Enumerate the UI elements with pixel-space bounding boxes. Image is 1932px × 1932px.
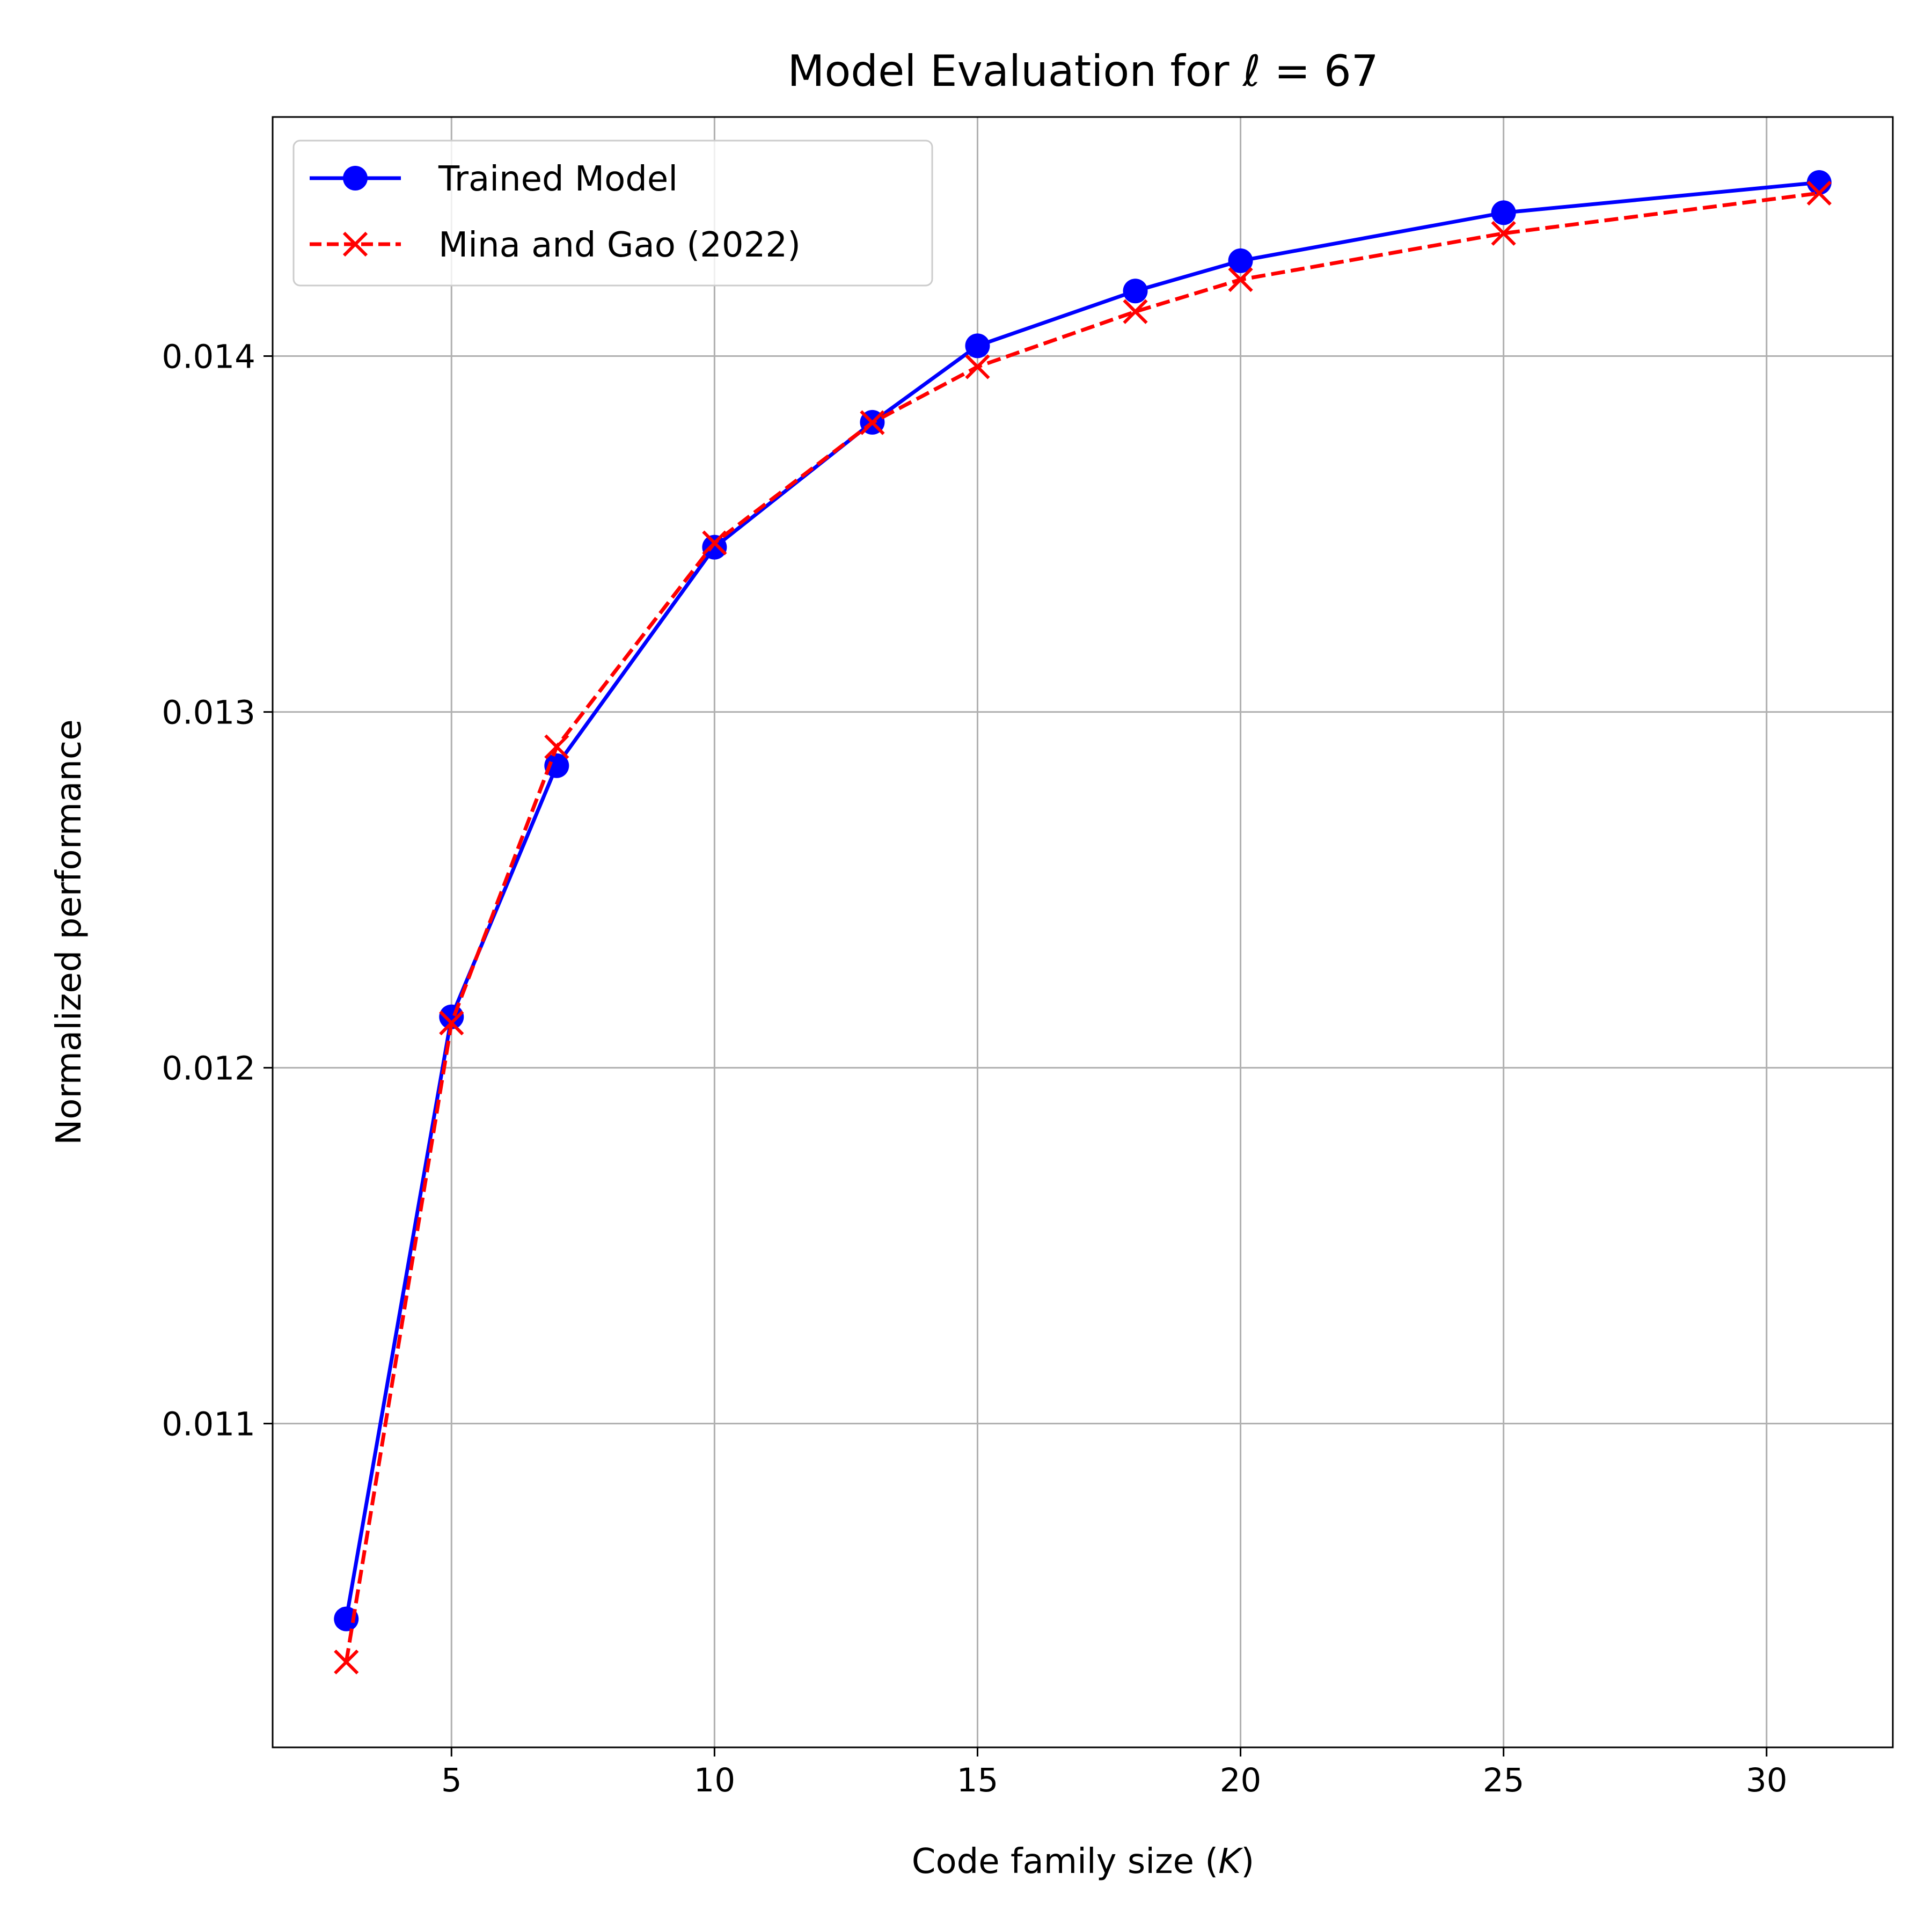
y-tick-label: 0.014 — [162, 338, 255, 376]
x-tick-label: 10 — [694, 1761, 736, 1799]
legend-marker-trained-model — [343, 166, 368, 191]
legend-label-trained-model: Trained Model — [438, 159, 678, 199]
grid — [273, 117, 1893, 1747]
x-tick-label: 30 — [1746, 1761, 1788, 1799]
plot-frame — [272, 116, 1894, 1748]
data-point-mina-and-gao — [1123, 299, 1148, 324]
tick-layer: 5 10 15 20 25 30 0.011 0.012 0.013 0.014 — [162, 338, 1787, 1799]
data-point-mina-and-gao — [1491, 221, 1516, 246]
chart-title: Model Evaluation for ℓ = 67 — [787, 46, 1378, 96]
legend-box — [292, 140, 933, 287]
data-point-trained-model — [1123, 279, 1148, 304]
x-tick-label: 15 — [957, 1761, 999, 1799]
x-tick-label: 25 — [1483, 1761, 1525, 1799]
x-tick-label: 5 — [441, 1761, 462, 1799]
series-line-mina-and-gao — [344, 191, 1820, 1663]
title-symbol: ℓ — [1242, 46, 1261, 96]
series-layer — [334, 170, 1832, 1674]
data-point-mina-and-gao — [439, 1010, 464, 1036]
data-point-mina-and-gao — [1228, 267, 1253, 292]
data-point-mina-and-gao — [965, 354, 990, 379]
legend: Trained Model Mina and Gao (2022) — [292, 140, 933, 287]
y-tick-label: 0.012 — [162, 1050, 255, 1088]
series-line-trained-model — [344, 180, 1820, 1620]
x-tick-label: 20 — [1220, 1761, 1262, 1799]
y-axis-label: Normalized performance — [49, 719, 89, 1145]
y-tick-label: 0.013 — [162, 694, 255, 732]
data-point-mina-and-gao — [334, 1649, 359, 1674]
data-point-mina-and-gao — [544, 734, 569, 759]
x-axis-label: Code family size (K) — [912, 1842, 1254, 1882]
y-tick-label: 0.011 — [162, 1406, 255, 1444]
legend-marker-mina-and-gao — [342, 231, 368, 257]
x-axis-symbol: K — [1218, 1842, 1243, 1882]
data-point-trained-model — [965, 333, 990, 358]
data-point-mina-and-gao — [860, 410, 885, 435]
data-point-trained-model — [702, 535, 727, 560]
data-point-mina-and-gao — [1806, 180, 1832, 206]
data-point-trained-model — [544, 753, 569, 778]
data-point-trained-model — [1228, 248, 1253, 273]
legend-label-mina-and-gao: Mina and Gao (2022) — [438, 225, 801, 265]
data-point-trained-model — [1491, 200, 1516, 225]
data-point-trained-model — [334, 1606, 359, 1631]
data-point-mina-and-gao — [702, 530, 727, 555]
